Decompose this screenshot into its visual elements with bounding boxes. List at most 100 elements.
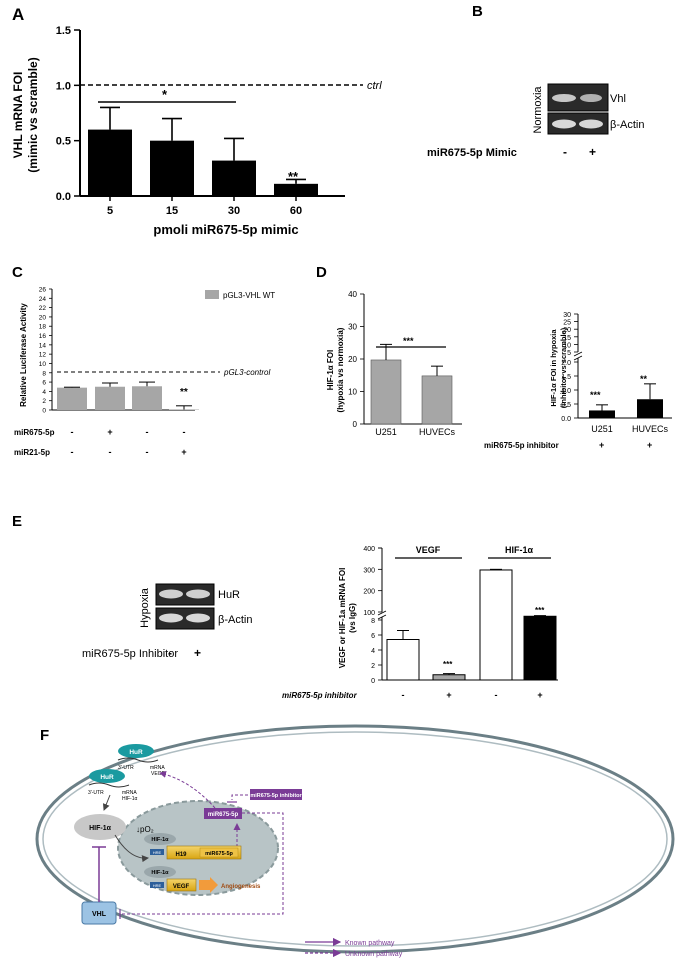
vegf-gene bbox=[166, 878, 197, 892]
e-bar-sign: - bbox=[495, 690, 498, 700]
d-left-cat-1: U251 bbox=[375, 427, 397, 437]
inhibitor-sign-1: - bbox=[168, 646, 172, 660]
dl-y-tick-label: 10 bbox=[348, 388, 357, 397]
e-significance-2: *** bbox=[443, 660, 453, 669]
d-right-cat-1: U251 bbox=[591, 424, 613, 434]
hypoxia-label: Hypoxia bbox=[139, 587, 151, 628]
actin-band-2 bbox=[579, 119, 603, 129]
po2-label: ↓pO₂ bbox=[136, 825, 154, 834]
a-y-tick-label: 0.0 bbox=[56, 191, 71, 203]
c-y-tick-label: 14 bbox=[39, 342, 47, 349]
vhl-label: Vhl bbox=[610, 93, 626, 105]
hur-protein-1 bbox=[118, 744, 154, 758]
panel-a-axes: 0.0 0.5 1.0 1.5 5 15 30 60 bbox=[56, 25, 345, 217]
e-bar-sign: + bbox=[446, 690, 451, 700]
c-y-tick-label: 10 bbox=[39, 361, 47, 368]
y-axis-label-line2: (mimic vs scramble) bbox=[26, 57, 40, 172]
d-left-y-label-2: (hypoxia vs normoxia) bbox=[336, 327, 345, 412]
a-bar-5 bbox=[88, 129, 132, 196]
e-y-label-1: VEGF or HIF-1a mRNA FOI bbox=[338, 568, 347, 669]
panel-letter-e: E bbox=[12, 513, 22, 530]
c-bar-1 bbox=[57, 387, 87, 410]
panel-letter-b: B bbox=[472, 3, 483, 20]
dr-bar-HUVECs bbox=[637, 399, 663, 418]
significance-c: ** bbox=[180, 387, 188, 398]
c-y-tick-label: 24 bbox=[39, 296, 47, 303]
e-y-tick-label: 4 bbox=[371, 648, 375, 655]
c-y-tick-label: 22 bbox=[39, 305, 47, 312]
mir-to-hur-dashed bbox=[159, 770, 216, 809]
hur-1-label: HuR bbox=[129, 749, 143, 756]
panel-d-left-bars bbox=[370, 343, 453, 425]
dr-y-tick-label: 0.5 bbox=[561, 402, 571, 409]
a-x-tick-label: 5 bbox=[107, 205, 113, 217]
mrna-1-label: mRNA bbox=[150, 765, 165, 771]
panel-letter-d: D bbox=[316, 264, 327, 281]
legend-label: pGL3-VHL WT bbox=[223, 291, 275, 300]
inhibitor-row-label: miR675-5p Inhibitor bbox=[82, 648, 178, 660]
dl-y-tick-label: 0 bbox=[353, 420, 358, 429]
significance-star: * bbox=[162, 87, 168, 102]
mrna-strand-2 bbox=[88, 782, 130, 788]
e-bar-1 bbox=[386, 639, 420, 681]
c-y-tick-label: 4 bbox=[42, 389, 46, 396]
c-y-tick-label: 12 bbox=[39, 352, 47, 359]
arrow-hur-to-hif bbox=[102, 794, 111, 811]
d-left-significance: *** bbox=[403, 336, 414, 346]
vhl-node-label: VHL bbox=[92, 911, 107, 918]
c-row1-sign: - bbox=[146, 427, 149, 437]
mir-node-label: miR675-5p bbox=[208, 812, 239, 818]
c-row2-sign: - bbox=[146, 447, 149, 457]
mimic-row-label: miR675-5p Mimic bbox=[427, 147, 517, 159]
dr-y-tick-label: 1.0 bbox=[561, 388, 571, 395]
e-y-tick-label: 200 bbox=[363, 589, 375, 596]
hur-2-label: HuR bbox=[100, 774, 114, 781]
panel-f: F HuR 3'-UTR mRNA VEGF HuR 3'-UTR mRNA H… bbox=[35, 724, 675, 958]
hur-band-2 bbox=[186, 589, 210, 599]
utr-2-label: 3'-UTR bbox=[88, 790, 104, 796]
ctrl-label: ctrl bbox=[367, 80, 382, 92]
panel-a: A 0.0 0.5 1.0 1.5 5 15 30 60 ctrl * ** pmoli mi… bbox=[11, 5, 382, 237]
dr-y-tick-label: 30 bbox=[563, 312, 571, 319]
e-y-tick-label: 0 bbox=[371, 678, 375, 685]
e-bar-3 bbox=[479, 569, 513, 681]
mrna-1-target: VEGF bbox=[151, 771, 165, 777]
cell-membrane bbox=[35, 724, 675, 954]
e-axis-break-1 bbox=[377, 610, 387, 616]
a-bar-15 bbox=[150, 140, 194, 196]
normoxia-label: Normoxia bbox=[532, 86, 544, 134]
inhibitor-sign-2: + bbox=[194, 646, 201, 660]
a-x-tick-label: 15 bbox=[166, 205, 178, 217]
d-left-y-label-1: HIF-1α FOI bbox=[326, 350, 335, 390]
d-left-cat-2: HUVECs bbox=[419, 427, 456, 437]
e-y-tick-label: 8 bbox=[371, 618, 375, 625]
inhibitor-node bbox=[250, 789, 302, 800]
dl-y-tick-label: 30 bbox=[348, 323, 357, 332]
c-bar-3 bbox=[132, 386, 162, 410]
hur-band-1 bbox=[159, 589, 183, 599]
a-y-tick-label: 0.5 bbox=[56, 136, 71, 148]
e-inhibitor-label: miR675-5p inhibitor bbox=[282, 691, 358, 700]
d-inhibitor-sign-2: + bbox=[647, 440, 652, 450]
dr-y-tick-label: 0.0 bbox=[561, 416, 571, 423]
panel-letter-a: A bbox=[12, 5, 24, 24]
row1-label-c: miR675-5p bbox=[14, 428, 55, 437]
c-y-tick-label: 20 bbox=[39, 314, 47, 321]
hre-box-1 bbox=[150, 849, 164, 855]
hre-1-label: HRE bbox=[153, 850, 162, 855]
arrow-hif-to-nucleus bbox=[114, 834, 149, 863]
e-significance-4: *** bbox=[535, 606, 545, 615]
a-y-tick-label: 1.5 bbox=[56, 25, 71, 37]
c-row2-sign: + bbox=[181, 447, 186, 457]
mrna-2-target: HIF-1α bbox=[122, 796, 138, 802]
actin-e-band-1 bbox=[159, 613, 183, 623]
mrna-strand-1 bbox=[117, 757, 159, 763]
vegf-gene-label: VEGF bbox=[173, 884, 190, 890]
c-row2-sign: - bbox=[109, 447, 112, 457]
hur-protein-2 bbox=[89, 769, 125, 783]
mir-gene bbox=[199, 847, 239, 858]
hif-node bbox=[74, 814, 126, 840]
panel-e: E Hypoxia HuR β-Actin miR675-5p Inhibito… bbox=[12, 513, 558, 700]
e-y-label-2: (vs IgG) bbox=[348, 603, 357, 633]
d-inhibitor-sign-1: + bbox=[599, 440, 604, 450]
